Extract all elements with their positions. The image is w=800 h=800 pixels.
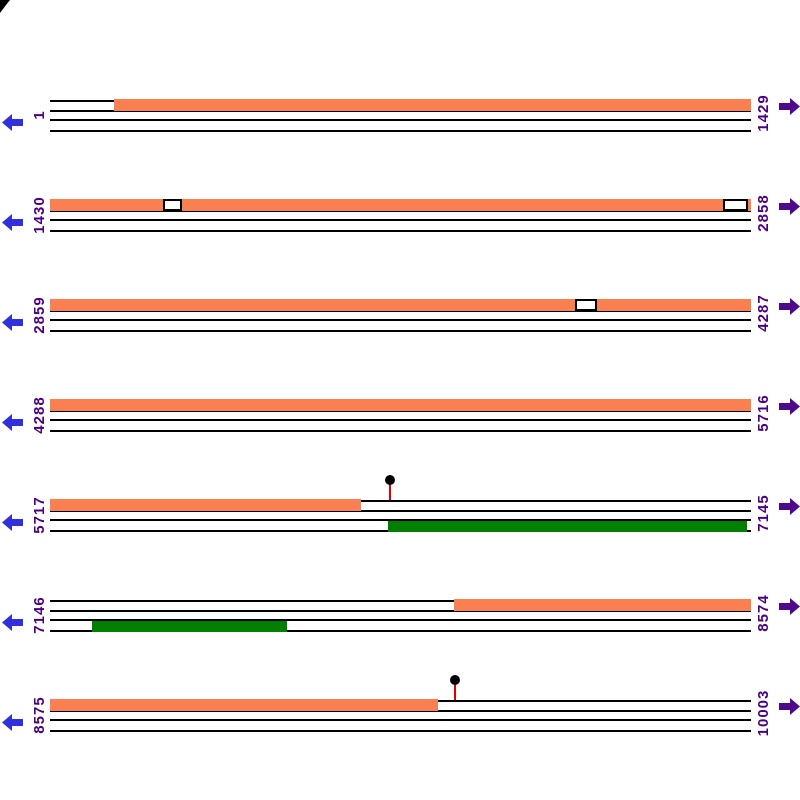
start-coordinate-label: 1430	[30, 196, 48, 234]
start-coordinate-label: 7146	[30, 596, 48, 634]
end-coordinate-label: 2858	[754, 194, 772, 232]
strand-line	[50, 119, 751, 121]
scroll-right-arrow[interactable]	[779, 598, 800, 615]
end-coordinate-label: 8574	[754, 594, 772, 632]
scroll-right-arrow[interactable]	[779, 198, 800, 215]
feature-gap	[723, 199, 748, 211]
scroll-left-arrow[interactable]	[2, 614, 23, 631]
strand-line	[50, 230, 751, 232]
strand-line	[50, 110, 751, 112]
strand-line	[50, 330, 751, 332]
strand-line	[50, 319, 751, 321]
orf-feature-forward[interactable]	[50, 399, 751, 411]
end-coordinate-label: 1429	[754, 94, 772, 132]
stop-marker-dot[interactable]	[385, 475, 395, 485]
orf-feature-forward[interactable]	[50, 199, 751, 211]
marker-stem	[454, 684, 456, 700]
scroll-right-arrow[interactable]	[779, 498, 800, 515]
end-coordinate-label: 7145	[754, 494, 772, 532]
feature-gap	[575, 299, 597, 311]
strand-line	[50, 630, 751, 632]
strand-line	[50, 600, 751, 602]
strand-line	[50, 519, 751, 521]
strand-line	[50, 619, 751, 621]
strand-line	[50, 310, 751, 312]
start-coordinate-label: 1	[30, 110, 48, 120]
clipped-glyph-mark	[0, 0, 10, 13]
scroll-left-arrow[interactable]	[2, 414, 23, 431]
scroll-left-arrow[interactable]	[2, 314, 23, 331]
start-coordinate-label: 5717	[30, 496, 48, 534]
marker-stem	[389, 484, 391, 500]
strand-line	[50, 130, 751, 132]
strand-line	[50, 430, 751, 432]
orf-feature-reverse[interactable]	[388, 521, 747, 532]
strand-line	[50, 419, 751, 421]
strand-line	[50, 210, 751, 212]
scroll-right-arrow[interactable]	[779, 698, 800, 715]
start-coordinate-label: 8575	[30, 696, 48, 734]
scroll-left-arrow[interactable]	[2, 514, 23, 531]
strand-line	[50, 710, 751, 712]
scroll-left-arrow[interactable]	[2, 714, 23, 731]
end-coordinate-label: 5716	[754, 394, 772, 432]
scroll-right-arrow[interactable]	[779, 298, 800, 315]
scroll-left-arrow[interactable]	[2, 214, 23, 231]
strand-line	[50, 610, 751, 612]
end-coordinate-label: 4287	[754, 294, 772, 332]
feature-gap	[163, 199, 182, 211]
scroll-left-arrow[interactable]	[2, 114, 23, 131]
strand-line	[50, 219, 751, 221]
orf-feature-forward[interactable]	[114, 99, 751, 111]
strand-line	[50, 500, 751, 502]
strand-line	[50, 510, 751, 512]
stop-marker-dot[interactable]	[450, 675, 460, 685]
orf-feature-forward[interactable]	[50, 299, 751, 311]
strand-line	[50, 719, 751, 721]
end-coordinate-label: 10003	[754, 689, 772, 737]
strand-line	[50, 410, 751, 412]
orf-feature-forward[interactable]	[50, 499, 361, 511]
strand-line	[50, 730, 751, 732]
scroll-right-arrow[interactable]	[779, 398, 800, 415]
start-coordinate-label: 2859	[30, 296, 48, 334]
orf-feature-reverse[interactable]	[92, 621, 287, 632]
orf-feature-forward[interactable]	[50, 699, 438, 711]
orf-feature-forward[interactable]	[454, 599, 751, 611]
scroll-right-arrow[interactable]	[779, 98, 800, 115]
start-coordinate-label: 4288	[30, 396, 48, 434]
